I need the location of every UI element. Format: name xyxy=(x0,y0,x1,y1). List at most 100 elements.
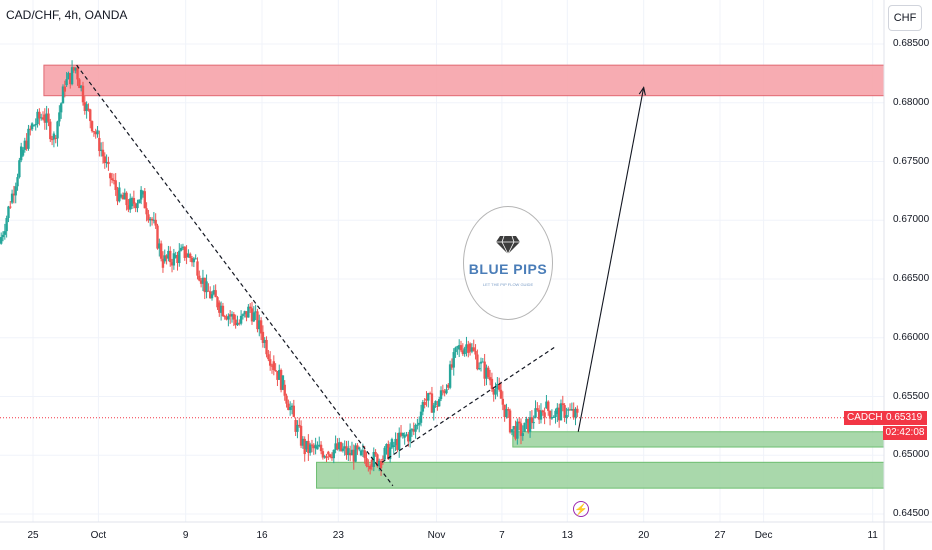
candle xyxy=(401,432,405,439)
candle-body xyxy=(488,377,492,381)
candle-body xyxy=(358,447,361,450)
candle xyxy=(316,441,319,450)
candle xyxy=(281,375,285,391)
candle xyxy=(547,400,550,416)
candle-body xyxy=(187,253,190,258)
candle-body xyxy=(219,305,223,313)
candle xyxy=(34,118,37,131)
candle-body xyxy=(101,149,105,157)
candle-body xyxy=(363,450,366,459)
candle xyxy=(238,319,241,326)
candle xyxy=(408,423,412,448)
candle-body xyxy=(432,405,435,413)
candle xyxy=(99,142,103,157)
candle xyxy=(359,449,363,457)
candle xyxy=(514,420,517,441)
candle-body xyxy=(165,255,168,259)
candle-body xyxy=(267,354,270,360)
candle xyxy=(568,403,572,411)
candle-body xyxy=(403,435,406,438)
candle-body xyxy=(179,247,183,251)
candle-body xyxy=(385,444,388,448)
time-tick-label: Nov xyxy=(427,530,446,541)
candle xyxy=(259,317,263,340)
watermark-title: BLUE PIPS xyxy=(468,261,548,277)
candle-body xyxy=(123,192,126,200)
time-tick-label: 20 xyxy=(638,530,650,541)
candle-body xyxy=(568,409,572,411)
candle-body xyxy=(287,403,290,411)
candle-body xyxy=(343,446,346,449)
candle xyxy=(394,432,397,451)
candle xyxy=(76,65,79,86)
time-tick-label: Dec xyxy=(754,530,773,541)
candle xyxy=(421,399,425,416)
candle-body xyxy=(78,79,81,89)
candle-body xyxy=(450,364,454,368)
candle-body xyxy=(527,418,530,433)
candle xyxy=(454,346,457,358)
candle xyxy=(79,85,83,92)
candle-body xyxy=(214,290,217,298)
candle-body xyxy=(319,444,323,452)
candle-body xyxy=(345,446,348,456)
candle-body xyxy=(523,422,526,432)
candle xyxy=(47,108,50,127)
candle xyxy=(21,147,25,157)
candle xyxy=(194,254,197,260)
candle xyxy=(9,200,12,209)
candle xyxy=(474,344,477,360)
candle-body xyxy=(43,114,47,123)
candle xyxy=(209,286,212,299)
candle-body xyxy=(421,402,425,412)
candle xyxy=(414,423,417,439)
candle-body xyxy=(83,102,86,112)
candle xyxy=(14,182,17,204)
candle xyxy=(557,403,561,428)
candle xyxy=(507,407,510,418)
candle-body xyxy=(338,442,341,450)
candle xyxy=(390,437,394,450)
candle xyxy=(319,441,323,455)
candle-body xyxy=(574,408,577,418)
candle-body xyxy=(461,350,465,355)
candle-body xyxy=(465,344,468,349)
candle xyxy=(552,415,555,418)
candle-body xyxy=(119,194,123,197)
candle-body xyxy=(103,156,106,164)
candle xyxy=(450,358,454,370)
candle xyxy=(541,409,544,416)
candle-body xyxy=(339,442,343,451)
candle xyxy=(370,457,374,471)
candle xyxy=(347,440,350,461)
candle-body xyxy=(434,401,437,406)
candle xyxy=(470,343,474,354)
candle xyxy=(61,84,65,104)
candle-body xyxy=(149,218,152,221)
candle-body xyxy=(279,369,283,390)
supply-zone xyxy=(43,64,885,97)
symbol-title[interactable]: CAD/CHF, 4h, OANDA xyxy=(6,8,128,22)
candle xyxy=(247,304,250,318)
candle xyxy=(496,377,499,397)
candle xyxy=(321,448,325,460)
candle-body xyxy=(281,375,285,390)
candle xyxy=(172,248,176,270)
candle-body xyxy=(185,253,188,258)
currency-button[interactable]: CHF xyxy=(888,5,922,31)
candle xyxy=(283,380,286,401)
candle-body xyxy=(192,258,196,263)
time-tick-label: 13 xyxy=(561,530,573,541)
candle-body xyxy=(439,390,443,400)
candle xyxy=(534,400,537,419)
candle-body xyxy=(16,177,19,187)
candle-body xyxy=(63,86,67,92)
candle xyxy=(163,249,166,264)
lightning-icon[interactable]: ⚡ xyxy=(573,501,589,517)
last-price-label: 0.65319 xyxy=(883,411,927,425)
candle xyxy=(267,349,270,362)
candle xyxy=(574,407,577,426)
candle xyxy=(492,386,495,402)
